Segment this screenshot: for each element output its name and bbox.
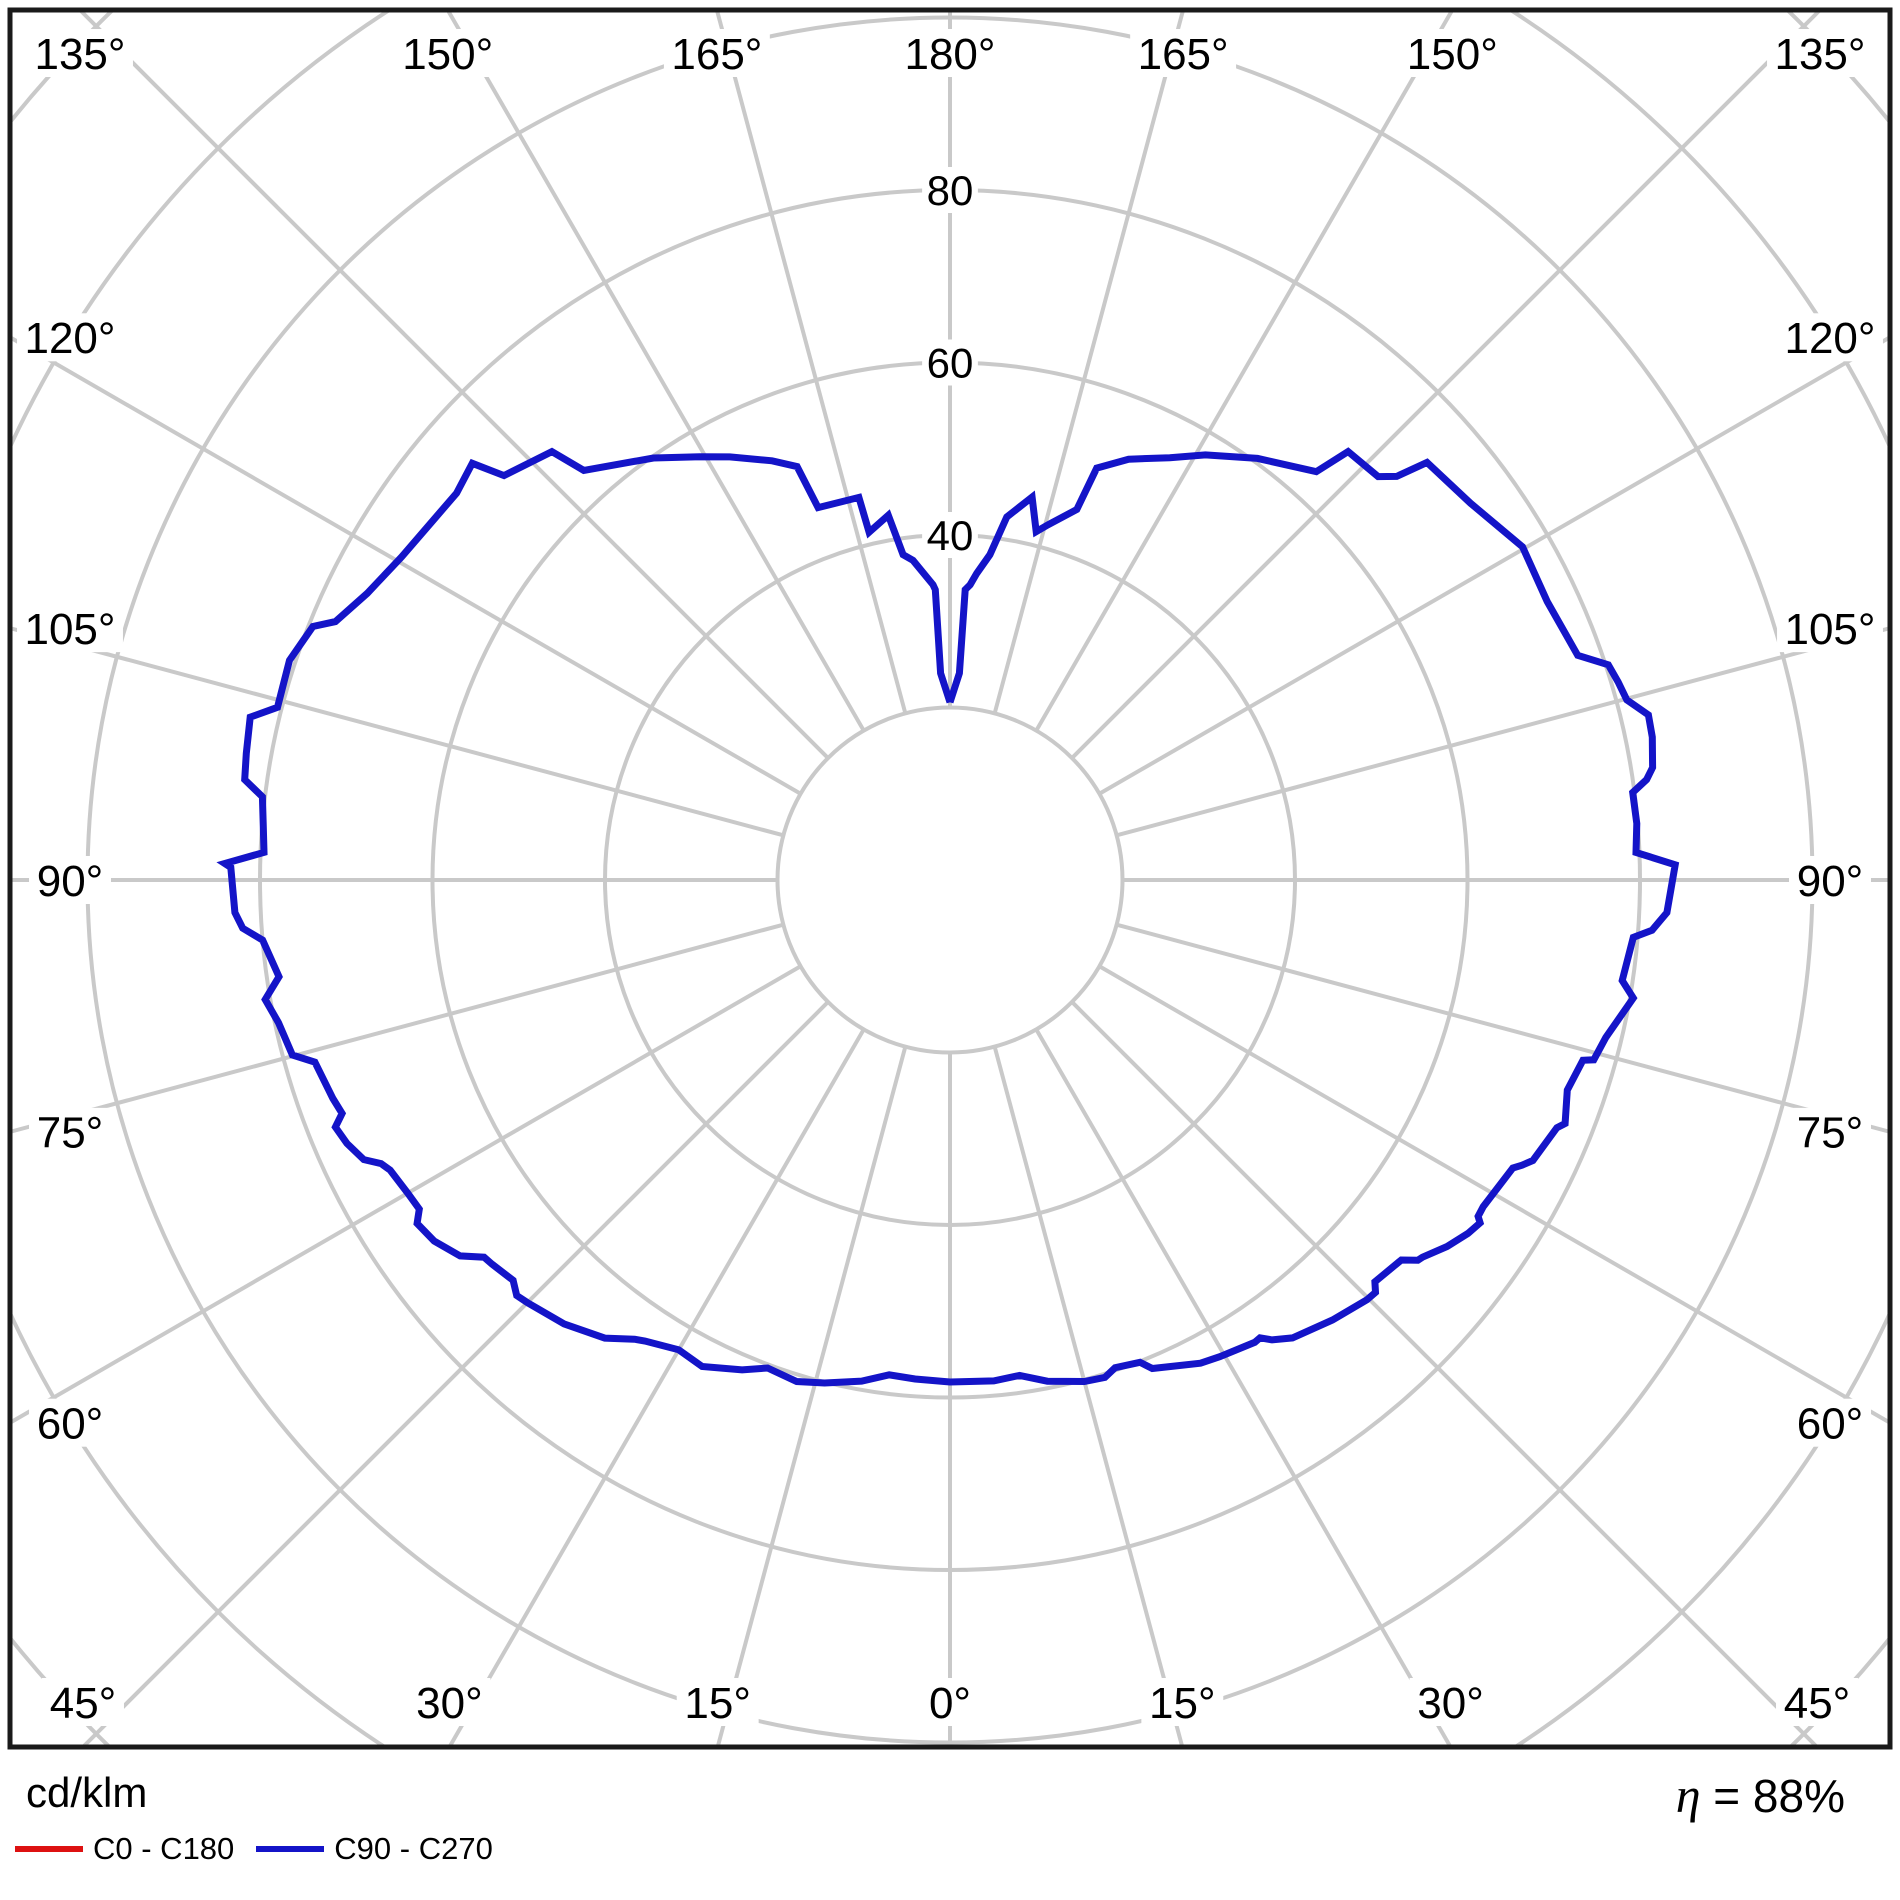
angle-label-135-left-bg [27, 29, 133, 77]
angle-label-135-right-bg [1767, 29, 1873, 77]
angle-label-60-left: 60° [37, 1400, 104, 1449]
angle-label-0-bg [921, 1678, 979, 1726]
angle-label-165-right-bg [1130, 29, 1237, 77]
angle-label-120-left: 120° [24, 314, 115, 363]
grid-ray-120-right [1098, 335, 1892, 796]
angle-label-135-right: 135° [1774, 30, 1865, 79]
grid-ray-105-right [1116, 626, 1891, 838]
grid-ray-75-left [9, 922, 784, 1134]
angle-label-120-right-bg [1777, 313, 1883, 362]
angle-label-105-left-bg [17, 604, 123, 653]
grid-circle-20 [775, 705, 1125, 1055]
angle-label-150-left-bg [394, 29, 501, 77]
legend-item-c0-c180: C0 - C180 [15, 1833, 234, 1864]
grid-ray-15-right [992, 1046, 1185, 1748]
c90-c270-line-swatch [256, 1845, 325, 1852]
grid-ray-15-left [715, 1046, 908, 1748]
radial-tick-label-60-bg [922, 339, 978, 386]
angle-label-165-right: 165° [1138, 30, 1229, 79]
angle-label-45-left-bg [42, 1678, 124, 1726]
angle-label-15-right: 15° [1149, 1679, 1216, 1728]
grid-ray-30-right [1034, 1028, 1453, 1749]
efficiency-text: = 88% [1713, 1770, 1845, 1822]
radial-tick-label-80-bg [922, 167, 978, 213]
legend-item-c90-c270: C90 - C270 [256, 1833, 493, 1864]
grid-ray-135-right [1070, 8, 1822, 760]
legend: C0 - C180 C90 - C270 [15, 1833, 493, 1864]
grid-ray-45-left [81, 1000, 830, 1749]
angle-label-180: 180° [904, 30, 995, 79]
angle-label-165-left: 165° [671, 30, 762, 79]
angle-label-30-right-bg [1409, 1678, 1492, 1726]
angle-label-90-right: 90° [1797, 857, 1864, 906]
radial-tick-label-60: 60 [927, 340, 974, 387]
angle-label-30-left: 30° [416, 1679, 483, 1728]
angle-label-60-left-bg [29, 1398, 111, 1447]
angle-label-15-left: 15° [684, 1679, 751, 1728]
angle-label-90-left-bg [29, 856, 111, 904]
efficiency-value: η = 88% [1676, 1770, 1845, 1820]
curve-c90-c270 [216, 447, 1680, 1387]
plot-frame [7, 7, 1893, 1750]
angle-label-0: 0° [929, 1679, 971, 1728]
unit-label: cd/klm [26, 1769, 148, 1816]
grid-ray-75-right [1116, 922, 1891, 1134]
angle-label-15-left-bg [676, 1678, 759, 1726]
angle-label-150-right-bg [1399, 29, 1506, 77]
grid-ray-150-right [1034, 9, 1455, 732]
radial-tick-label-40-bg [922, 512, 978, 558]
angle-label-60-right-bg [1789, 1398, 1871, 1447]
grid-ray-120-left [8, 335, 802, 796]
grid-ray-105-left [9, 626, 784, 838]
legend-label: C90 - C270 [334, 1831, 493, 1866]
angle-label-90-right-bg [1789, 856, 1871, 904]
radial-tick-label-40: 40 [927, 512, 974, 559]
angle-label-150-left: 150° [402, 30, 493, 79]
grid-ray-150-left [445, 8, 866, 732]
angle-label-45-right-bg [1776, 1678, 1858, 1726]
angle-label-75-right: 75° [1797, 1109, 1864, 1158]
angle-label-75-left-bg [29, 1107, 111, 1156]
angle-label-180-bg [897, 29, 1003, 77]
angle-label-75-left: 75° [37, 1109, 104, 1158]
angle-label-45-left: 45° [50, 1679, 117, 1728]
angle-label-90-left: 90° [37, 857, 104, 906]
grid-ray-165-right [992, 9, 1186, 714]
angle-label-135-left: 135° [34, 30, 125, 79]
radial-tick-label-80: 80 [927, 167, 974, 214]
angle-label-45-right: 45° [1784, 1679, 1851, 1728]
angle-label-150-right: 150° [1407, 30, 1498, 79]
grid-ray-165-left [714, 9, 908, 714]
angle-label-30-left-bg [408, 1678, 491, 1726]
angle-label-120-right: 120° [1784, 314, 1875, 363]
c0-c180-line-swatch [15, 1845, 83, 1852]
angle-label-15-right-bg [1141, 1678, 1224, 1726]
angle-label-75-right-bg [1789, 1107, 1871, 1156]
angle-label-165-left-bg [663, 29, 770, 77]
legend-label: C0 - C180 [93, 1831, 235, 1866]
grid-ray-30-left [447, 1028, 866, 1749]
eta-symbol: η [1675, 1767, 1701, 1823]
grid-ray-135-left [78, 8, 830, 760]
angle-label-30-right: 30° [1417, 1679, 1484, 1728]
grid-ray-45-right [1070, 1000, 1819, 1749]
polar-grid-rays [8, 8, 1892, 1749]
angle-label-60-right: 60° [1797, 1400, 1864, 1449]
angle-label-120-left-bg [17, 313, 123, 362]
angle-label-105-right-bg [1777, 604, 1883, 653]
angle-label-105-right: 105° [1784, 605, 1875, 654]
angle-label-105-left: 105° [24, 605, 115, 654]
